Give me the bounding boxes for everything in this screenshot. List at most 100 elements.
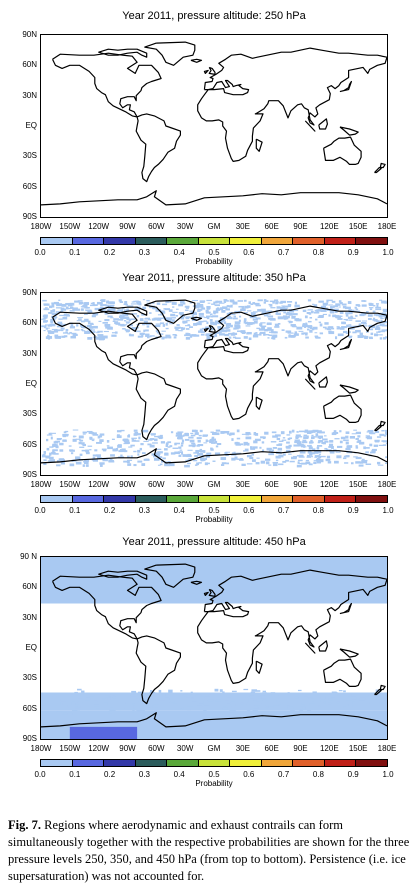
- colorbar-segment: [104, 238, 136, 244]
- probability-speckle: [41, 299, 387, 341]
- probability-band: [69, 726, 138, 739]
- colorbar-tick-label: 0.1: [69, 506, 81, 515]
- longitude-tick-label: 60W: [148, 744, 165, 753]
- coastline: [339, 384, 359, 394]
- latitude-tick-label: 60S: [22, 439, 37, 449]
- longitude-tick-label: 60E: [264, 744, 279, 753]
- colorbar-segment: [230, 760, 262, 766]
- coastline: [379, 162, 386, 169]
- colorbar-segment: [261, 496, 294, 502]
- longitude-tick-label: 90W: [119, 222, 136, 231]
- latitude-tick-label: 60S: [22, 181, 37, 191]
- coastline: [190, 58, 203, 63]
- coastline: [41, 712, 387, 728]
- latitude-tick-label: EQ: [25, 379, 37, 388]
- coastlines: [41, 41, 387, 206]
- coastline: [304, 378, 316, 390]
- colorbar-tick-label: 0.2: [104, 248, 116, 257]
- coastline: [339, 602, 352, 615]
- latitude-tick-label: 30S: [22, 409, 37, 419]
- latitude-tick-label: 90S: [22, 470, 37, 479]
- coastline: [135, 635, 181, 705]
- coastline: [255, 660, 263, 674]
- coastline: [379, 420, 386, 427]
- colorbar-segment: [230, 238, 262, 244]
- longitude-tick-label: 150W: [59, 222, 81, 231]
- longitude-tick-label: 120E: [319, 480, 339, 489]
- colorbar-tick-label: 0.5: [208, 248, 220, 257]
- colorbar-tick-label: 0.8: [312, 506, 324, 515]
- probability-speckle: [41, 688, 387, 716]
- longitude-tick-label: 180E: [377, 480, 397, 489]
- colorbar-segment: [135, 238, 168, 244]
- latitude-tick-label: 90 N: [20, 552, 37, 561]
- colorbar-tick-label: 0.7: [278, 506, 290, 515]
- colorbar-tick-label: 1.0: [382, 506, 394, 515]
- longitude-tick-label: 180W: [30, 744, 52, 753]
- colorbar-tick-label: 0.4: [173, 506, 185, 515]
- longitude-tick-label: 30W: [176, 222, 194, 231]
- colorbar-label: Probability: [195, 515, 233, 524]
- colorbar-ticks: 0.0 0.1 0.2 0.3 0.4 0.5 0.6 0.7 0.8 0.9 1.0: [34, 770, 393, 780]
- longitude-tick-label: 60E: [264, 480, 279, 489]
- colorbar-segment: [135, 760, 168, 766]
- longitude-tick-label: GM: [207, 222, 221, 231]
- longitude-tick-label: GM: [207, 744, 221, 753]
- coastline: [203, 327, 209, 332]
- colorbar-segment: [167, 238, 199, 244]
- colorbar-tick-label: 0.7: [278, 248, 290, 257]
- colorbar-tick-label: 0.9: [347, 248, 359, 257]
- coastline: [323, 394, 362, 423]
- colorbar: [40, 495, 388, 503]
- longitude-tick-label: 150E: [348, 222, 368, 231]
- longitude-tick-label: 150W: [59, 744, 81, 753]
- longitude-tick-label: 90E: [293, 744, 308, 753]
- latitude-tick-label: 60N: [22, 582, 37, 592]
- longitude-tick-label: 60W: [148, 222, 165, 231]
- coastline: [41, 448, 387, 464]
- colorbar-tick-label: 0.8: [312, 770, 324, 779]
- coastline: [51, 52, 162, 118]
- coastline: [203, 69, 209, 74]
- latitude-tick-label: 30N: [22, 90, 37, 100]
- latitude-tick-label: 30S: [22, 151, 37, 161]
- colorbar-segment: [356, 760, 388, 766]
- latitude-tick-label: 60S: [22, 703, 37, 713]
- panel-title: Year 2011, pressure altitude: 350 hPa: [122, 272, 306, 284]
- longitude-tick-label: 150E: [348, 480, 368, 489]
- coastline: [318, 118, 328, 130]
- colorbar-segment: [104, 760, 136, 766]
- coastline: [318, 376, 328, 388]
- colorbar-tick-label: 0.3: [138, 506, 150, 515]
- panel-250hpa: Year 2011, pressure altitude: 250 hPa 90…: [0, 0, 420, 270]
- colorbar-tick-label: 0.3: [138, 770, 150, 779]
- colorbar-segment: [72, 238, 105, 244]
- map-svg: [41, 557, 387, 739]
- coastline: [255, 138, 263, 152]
- colorbar-segment: [41, 496, 73, 502]
- longitude-tick-label: 180E: [377, 744, 397, 753]
- coastline: [98, 48, 148, 58]
- latitude-tick-label: 90N: [22, 30, 37, 39]
- longitude-tick-label: 120W: [88, 480, 110, 489]
- coastline: [144, 299, 196, 324]
- figure-caption: Fig. 7. Regions where aerodynamic and ex…: [8, 817, 412, 885]
- coastline: [318, 640, 328, 652]
- colorbar-segment: [324, 760, 357, 766]
- coastline: [197, 47, 387, 162]
- longitude-tick-label: 90E: [293, 480, 308, 489]
- latitude-tick-label: 60N: [22, 60, 37, 70]
- longitude-tick-label: 30E: [235, 222, 250, 231]
- colorbar-tick-label: 0.1: [69, 248, 81, 257]
- colorbar-tick-label: 0.5: [208, 506, 220, 515]
- colorbar-tick-label: 1.0: [382, 770, 394, 779]
- colorbar-ticks: 0.0 0.1 0.2 0.3 0.4 0.5 0.6 0.7 0.8 0.9 1.0: [34, 248, 393, 258]
- panel-title: Year 2011, pressure altitude: 450 hPa: [122, 536, 306, 548]
- longitude-labels: 180W 150W 120W 90W 60W 30W GM 30E 60E 90E 120E 150E…: [31, 744, 397, 754]
- colorbar-segment: [261, 238, 294, 244]
- colorbar-tick-label: 0.1: [69, 770, 81, 779]
- longitude-tick-label: 120W: [88, 744, 110, 753]
- coastline: [135, 371, 181, 441]
- colorbar-tick-label: 0.2: [104, 770, 116, 779]
- coastline: [197, 305, 387, 420]
